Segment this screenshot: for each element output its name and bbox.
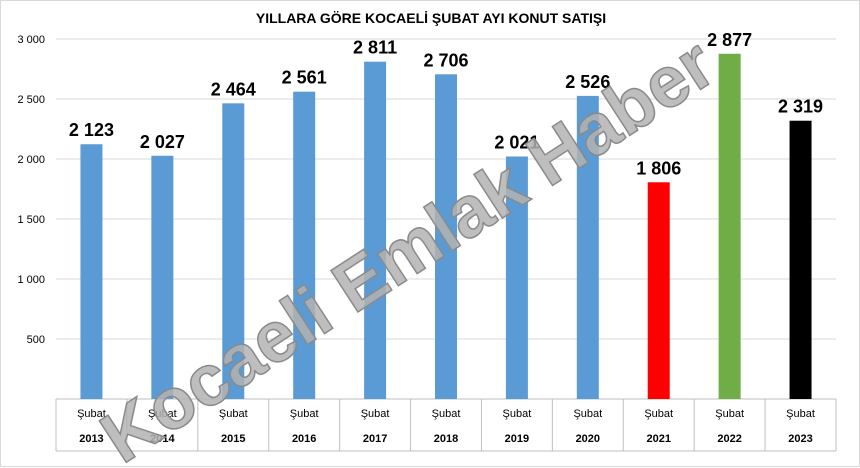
data-label: 2 319 [778, 97, 823, 117]
bar [151, 155, 174, 399]
category-month-label: Şubat [715, 408, 744, 420]
watermark-text: Kocaeli Emlak Haber [87, 23, 728, 468]
bar [505, 156, 528, 399]
data-label: 2 464 [211, 79, 256, 99]
category-year-label: 2014 [150, 433, 175, 445]
bar [576, 95, 599, 399]
bar [435, 74, 457, 399]
category-month-label: Şubat [219, 408, 248, 420]
data-label: 2 561 [282, 68, 327, 88]
data-label: 2 123 [69, 120, 114, 140]
category-year-label: 2015 [221, 433, 245, 445]
bar [222, 103, 245, 399]
category-month-label: Şubat [290, 408, 319, 420]
category-year-label: 2018 [434, 433, 458, 445]
y-axis-ticks: 500 1 000 1 500 2 000 2 500 3 000 [17, 34, 45, 346]
category-month-label: Şubat [432, 408, 461, 420]
category-month-label: Şubat [644, 408, 673, 420]
category-year-label: 2016 [292, 433, 316, 445]
x-axis-categories: Şubat 2013 Şubat 2014 Şubat 2015 Şubat 2016 Şuba… [55, 399, 837, 452]
data-label: 2 811 [353, 38, 397, 58]
bar [80, 144, 103, 399]
chart-title: YILLARA GÖRE KOCAELİ ŞUBAT AYI KONUT SAT… [256, 10, 606, 26]
category-month-label: Şubat [148, 408, 177, 420]
data-label: 1 806 [636, 158, 681, 178]
category-year-label: 2017 [363, 433, 387, 445]
y-tick-label: 2 000 [17, 154, 45, 166]
category-month-label: Şubat [77, 408, 106, 420]
data-labels: 2 123 2 027 2 464 2 561 2 811 2 706 2 021 2 526… [69, 30, 823, 179]
y-tick-label: 2 500 [17, 94, 45, 106]
data-label: 2 877 [707, 30, 752, 50]
category-month-label: Şubat [503, 408, 532, 420]
bar [293, 91, 316, 400]
category-year-label: 2021 [646, 433, 670, 445]
y-tick-label: 3 000 [17, 34, 45, 46]
bar [364, 61, 387, 400]
bar [647, 182, 670, 399]
y-tick-label: 1 000 [17, 274, 45, 286]
category-year-label: 2022 [717, 433, 741, 445]
bar [789, 120, 812, 399]
category-month-label: Şubat [786, 408, 815, 420]
category-year-label: 2023 [788, 433, 812, 445]
data-label: 2 021 [494, 132, 539, 152]
category-year-label: 2019 [505, 433, 529, 445]
category-year-label: 2020 [576, 433, 600, 445]
y-tick-label: 500 [27, 334, 45, 346]
data-label: 2 027 [140, 132, 185, 152]
data-label: 2 706 [423, 50, 468, 70]
category-year-label: 2013 [79, 433, 103, 445]
bars [80, 53, 812, 400]
bar [718, 53, 741, 399]
category-month-label: Şubat [361, 408, 390, 420]
category-month-label: Şubat [573, 408, 602, 420]
y-tick-label: 1 500 [17, 214, 45, 226]
data-label: 2 526 [565, 72, 610, 92]
